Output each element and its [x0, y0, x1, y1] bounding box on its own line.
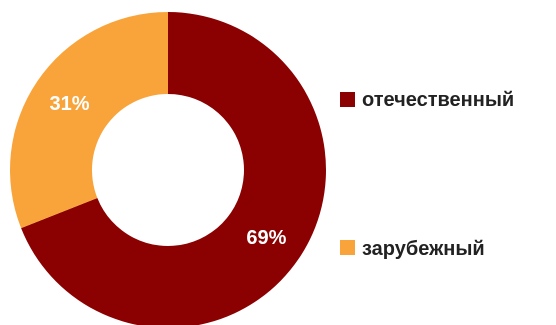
- legend-item-domestic: отечественный: [340, 89, 514, 111]
- donut-slice-1: [10, 12, 169, 229]
- donut-slice-label-0: 69%: [246, 227, 286, 249]
- donut-slice-labels: 69% 31%: [50, 93, 287, 249]
- donut-slices: [10, 12, 326, 325]
- legend-label-domestic: отечественный: [362, 89, 514, 111]
- legend-label-foreign: зарубежный: [362, 238, 485, 260]
- legend-item-foreign: зарубежный: [340, 238, 485, 260]
- donut-slice-0: [21, 12, 326, 325]
- legend-swatch-foreign: [340, 240, 355, 255]
- legend-swatch-domestic: [340, 92, 355, 107]
- legend: отечественный зарубежный: [340, 89, 514, 260]
- donut-slice-label-1: 31%: [50, 93, 90, 115]
